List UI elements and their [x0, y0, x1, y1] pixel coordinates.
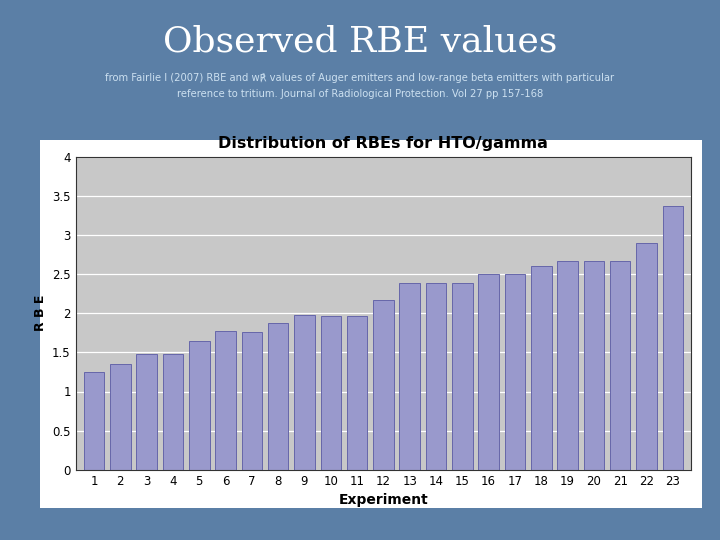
Bar: [242, 332, 262, 470]
Bar: [478, 274, 499, 470]
Bar: [189, 341, 210, 470]
Bar: [400, 284, 420, 470]
Title: Distribution of RBEs for HTO/gamma: Distribution of RBEs for HTO/gamma: [218, 136, 549, 151]
Bar: [610, 261, 631, 470]
Text: from Fairlie I (2007) RBE and w℟ values of Auger emitters and low-range beta emi: from Fairlie I (2007) RBE and w℟ values …: [105, 73, 615, 83]
Bar: [557, 261, 578, 470]
Bar: [452, 284, 472, 470]
Bar: [426, 284, 446, 470]
Text: reference to tritium. Journal of Radiological Protection. Vol 27 pp 157-168: reference to tritium. Journal of Radiolo…: [177, 89, 543, 99]
Bar: [320, 315, 341, 470]
Y-axis label: R B E: R B E: [34, 295, 47, 332]
Bar: [215, 331, 236, 470]
Bar: [636, 243, 657, 470]
Bar: [294, 315, 315, 470]
Bar: [84, 372, 104, 470]
Bar: [584, 261, 604, 470]
Bar: [505, 274, 525, 470]
X-axis label: Experiment: Experiment: [338, 493, 428, 507]
Bar: [373, 300, 394, 470]
Bar: [531, 266, 552, 470]
Bar: [662, 206, 683, 470]
Bar: [347, 315, 367, 470]
Bar: [268, 322, 289, 470]
Bar: [136, 354, 157, 470]
Text: Observed RBE values: Observed RBE values: [163, 24, 557, 58]
Bar: [163, 354, 183, 470]
Bar: [110, 364, 130, 470]
